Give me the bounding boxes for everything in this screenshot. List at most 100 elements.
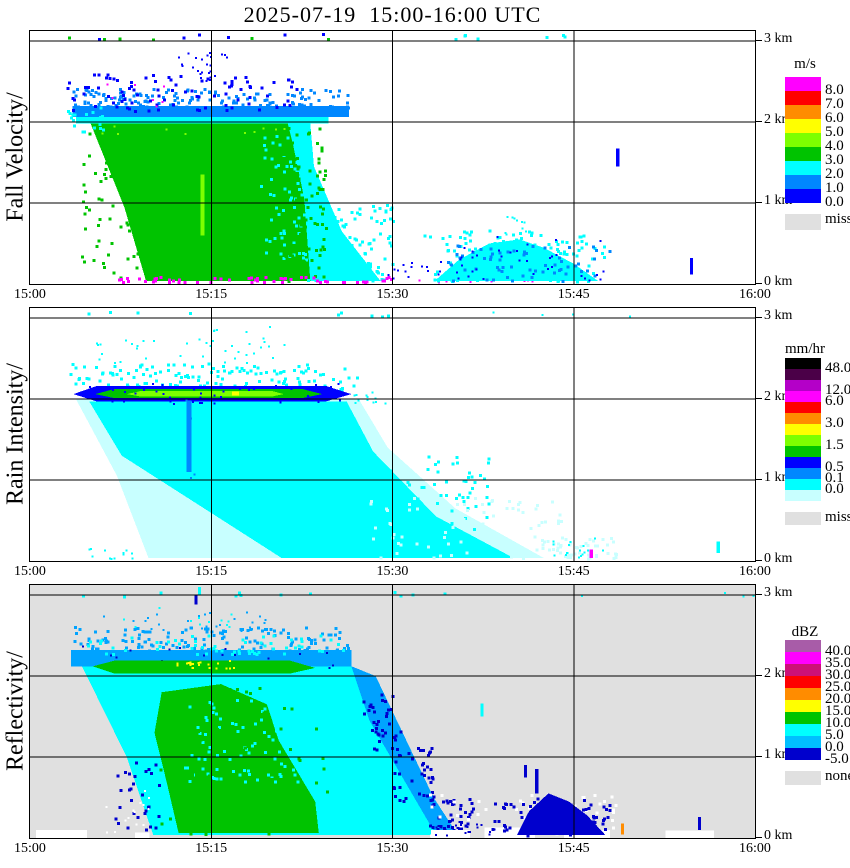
- x-tick-label: 15:30: [376, 564, 409, 579]
- altitude-tick-label: 0 km: [764, 551, 793, 566]
- rain-intensity-legend-swatch: [785, 490, 821, 501]
- fall-velocity-legend-label: 2.0: [825, 166, 844, 182]
- reflectivity-legend-swatch: [785, 688, 821, 700]
- rain-intensity-legend-label: 0.1: [825, 470, 844, 486]
- x-tick-label: 16:00: [739, 287, 771, 302]
- altitude-tick-label: 3 km: [764, 31, 793, 46]
- altitude-tick-label: 0 km: [764, 274, 793, 289]
- reflectivity-legend-swatch: [785, 652, 821, 664]
- reflectivity-legend-label: -5.0: [825, 751, 849, 767]
- altitude-tick-mark: [756, 317, 762, 318]
- reflectivity-data: [30, 585, 755, 838]
- fall-velocity-legend-swatch: [785, 133, 821, 147]
- fall-velocity-panel: [29, 30, 756, 285]
- x-tick-label: 15:15: [195, 287, 228, 302]
- reflectivity-legend-swatch: [785, 724, 821, 736]
- fall-velocity-legend-swatch: [785, 161, 821, 175]
- rain-intensity-legend-label: 0.5: [825, 459, 844, 475]
- rain-intensity-legend-swatch: [785, 358, 821, 369]
- rain-intensity-legend-swatch: [785, 380, 821, 391]
- rain-intensity-legend-swatch: [785, 402, 821, 413]
- reflectivity-legend-missing-swatch: [785, 771, 821, 785]
- rain-intensity-legend-swatch: [785, 446, 821, 457]
- fall-velocity-legend-missing-swatch: [785, 214, 821, 230]
- altitude-tick-mark: [756, 479, 762, 480]
- x-tick-label: 15:15: [195, 841, 228, 856]
- rain-intensity-legend-swatch: [785, 424, 821, 435]
- rain-intensity-legend-label: 12.0: [825, 382, 850, 398]
- fall-velocity-legend-swatch: [785, 77, 821, 91]
- altitude-tick-label: 3 km: [764, 308, 793, 323]
- altitude-tick-mark: [756, 283, 762, 284]
- fall-velocity-legend-swatch: [785, 91, 821, 105]
- reflectivity-legend-swatch: [785, 748, 821, 760]
- x-tick-label: 15:15: [195, 564, 228, 579]
- legend-title-reflectivity: dBZ: [791, 624, 819, 640]
- altitude-tick-mark: [756, 202, 762, 203]
- y-axis-label-reflectivity: Reflectivity/: [2, 651, 29, 771]
- reflectivity-legend-label: 5.0: [825, 727, 844, 743]
- rain-intensity-panel: [29, 307, 756, 562]
- fall-velocity-legend-swatch: [785, 119, 821, 133]
- reflectivity-legend-swatch: [785, 676, 821, 688]
- x-tick-label: 15:30: [376, 841, 409, 856]
- rain-intensity-legend-label: 6.0: [825, 393, 844, 409]
- reflectivity-legend-missing-label: none: [825, 768, 850, 784]
- reflectivity-legend-label: 15.0: [825, 703, 850, 719]
- rain-intensity-legend-missing-swatch: [785, 512, 821, 525]
- fall-velocity-legend-label: 0.0: [825, 194, 844, 210]
- reflectivity-legend-label: 40.0: [825, 643, 850, 659]
- rain-intensity-legend-swatch: [785, 413, 821, 424]
- altitude-tick-mark: [756, 594, 762, 595]
- x-tick-label: 15:00: [14, 287, 46, 302]
- altitude-tick-mark: [756, 40, 762, 41]
- rain-intensity-legend-label: 48.0: [825, 360, 850, 376]
- reflectivity-legend-swatch: [785, 736, 821, 748]
- reflectivity-panel: [29, 584, 756, 839]
- rain-intensity-legend-swatch: [785, 457, 821, 468]
- x-tick-label: 16:00: [739, 841, 771, 856]
- fall-velocity-legend-label: 7.0: [825, 96, 844, 112]
- fall-velocity-legend-swatch: [785, 189, 821, 203]
- y-axis-label-rain-intensity: Rain Intensity/: [2, 363, 29, 505]
- x-tick-label: 15:00: [14, 564, 46, 579]
- fall-velocity-legend-label: 8.0: [825, 82, 844, 98]
- reflectivity-legend-swatch: [785, 640, 821, 652]
- x-tick-label: 15:00: [14, 841, 46, 856]
- rain-intensity-legend-swatch: [785, 369, 821, 380]
- rain-intensity-legend-swatch: [785, 479, 821, 490]
- fall-velocity-legend-swatch: [785, 175, 821, 189]
- reflectivity-legend-label: 0.0: [825, 739, 844, 755]
- altitude-tick-mark: [756, 675, 762, 676]
- fall-velocity-legend-label: 6.0: [825, 110, 844, 126]
- rain-intensity-legend-swatch: [785, 468, 821, 479]
- fall-velocity-legend-label: 3.0: [825, 152, 844, 168]
- reflectivity-legend-label: 25.0: [825, 679, 850, 695]
- rain-intensity-legend-swatch: [785, 435, 821, 446]
- reflectivity-legend-swatch: [785, 664, 821, 676]
- fall-velocity-legend-label: 1.0: [825, 180, 844, 196]
- fall-velocity-data: [30, 31, 755, 284]
- altitude-tick-mark: [756, 398, 762, 399]
- x-tick-label: 15:45: [557, 287, 590, 302]
- fall-velocity-legend-swatch: [785, 105, 821, 119]
- altitude-tick-label: 0 km: [764, 828, 793, 843]
- x-tick-label: 15:45: [557, 564, 590, 579]
- rain-intensity-legend-label: 0.0: [825, 481, 844, 497]
- reflectivity-legend-label: 10.0: [825, 715, 850, 731]
- rain-intensity-data: [30, 308, 755, 561]
- legend-title-fall-velocity: m/s: [794, 56, 816, 72]
- x-tick-label: 15:45: [557, 841, 590, 856]
- reflectivity-legend-swatch: [785, 700, 821, 712]
- rain-intensity-legend-label: 3.0: [825, 415, 844, 431]
- fall-velocity-legend-label: 5.0: [825, 124, 844, 140]
- reflectivity-legend-label: 35.0: [825, 655, 850, 671]
- rain-intensity-legend-swatch: [785, 391, 821, 402]
- altitude-tick-mark: [756, 560, 762, 561]
- reflectivity-legend-label: 20.0: [825, 691, 850, 707]
- fall-velocity-legend-missing-label: miss: [825, 211, 850, 227]
- legend-title-rain-intensity: mm/hr: [785, 341, 825, 357]
- rain-intensity-legend-missing-label: miss: [825, 509, 850, 525]
- reflectivity-legend-label: 30.0: [825, 667, 850, 683]
